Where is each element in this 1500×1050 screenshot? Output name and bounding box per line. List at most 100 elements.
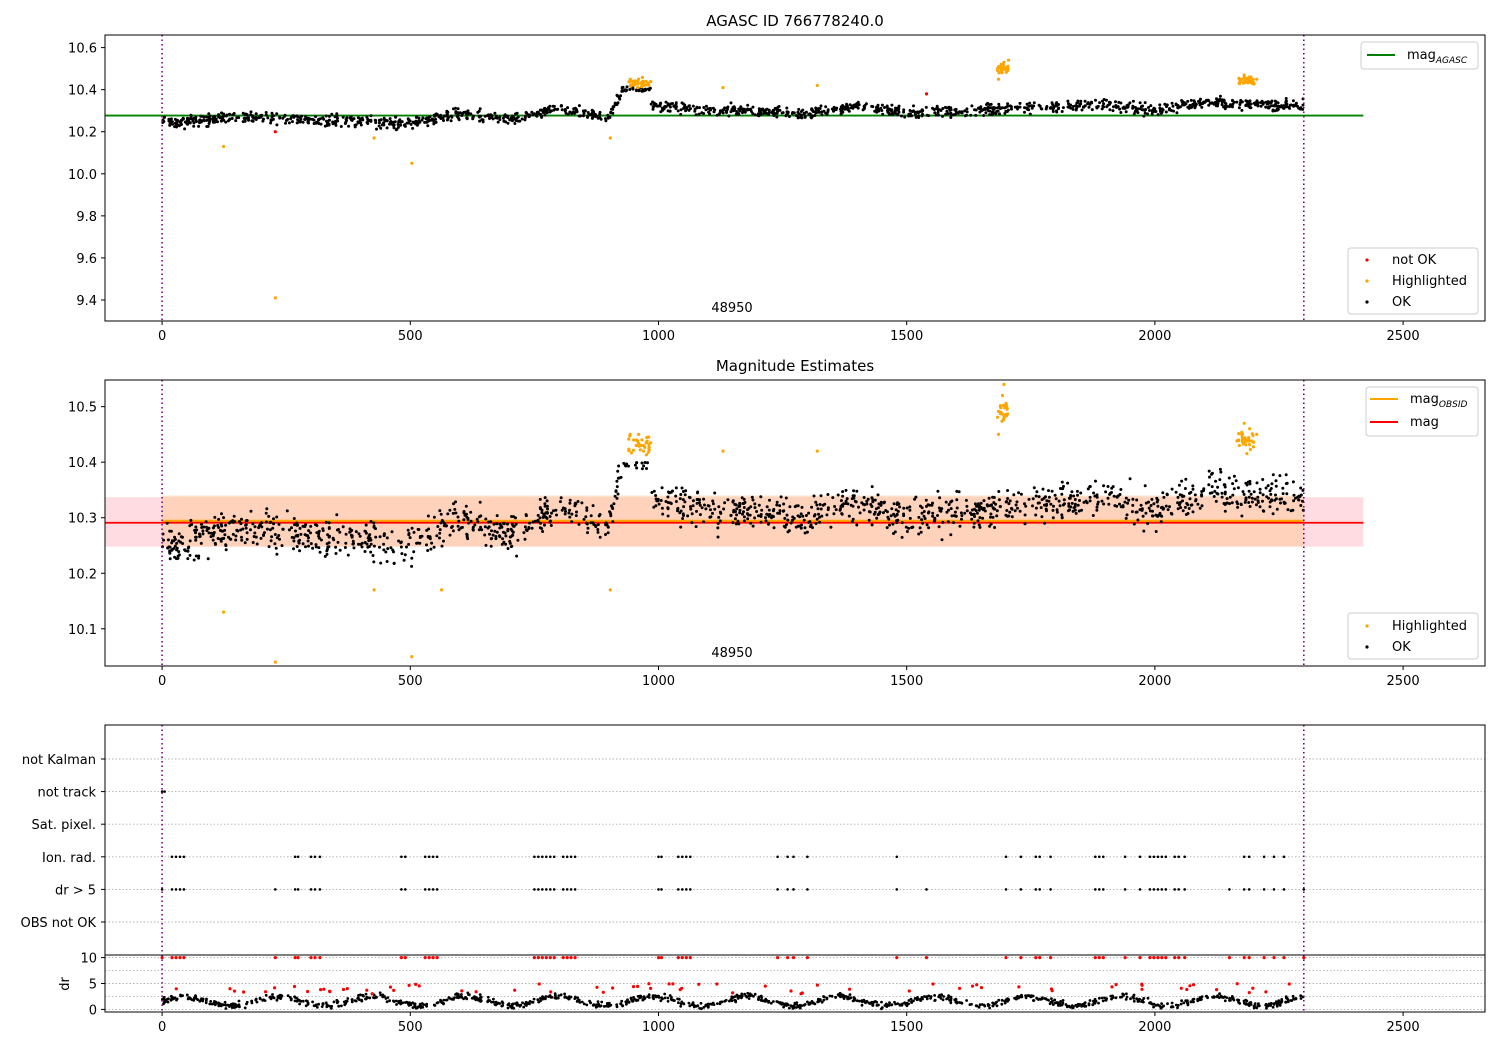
ok-point — [434, 117, 438, 121]
ok-point — [1151, 514, 1155, 518]
ok-point — [1189, 490, 1193, 494]
dr-point — [201, 999, 205, 1003]
dr-point — [958, 1001, 961, 1004]
ok-point — [1234, 479, 1238, 483]
ok-point — [317, 532, 321, 536]
dr-point — [234, 1005, 238, 1009]
ok-point — [1143, 101, 1147, 105]
ok-point — [732, 510, 736, 514]
ok-point — [1090, 101, 1094, 105]
dr-point — [223, 1003, 227, 1007]
ok-point — [271, 526, 275, 530]
ok-point — [865, 502, 869, 506]
flag-point — [435, 855, 439, 859]
ok-point — [1049, 502, 1053, 506]
flag-point — [806, 855, 809, 859]
ok-point — [668, 501, 672, 505]
dr-flagged-point — [697, 982, 701, 986]
ok-point — [560, 108, 564, 112]
ok-point — [914, 495, 918, 499]
ok-point — [410, 526, 414, 530]
ok-point — [190, 523, 194, 526]
ok-point — [1291, 480, 1295, 484]
ok-point — [1079, 99, 1083, 103]
y-tick-label: 10.2 — [68, 567, 97, 582]
highlighted-point — [815, 83, 819, 88]
legend-box — [1347, 247, 1479, 315]
dr-point — [227, 1005, 231, 1008]
ok-point — [284, 121, 287, 125]
flag-point — [565, 855, 569, 859]
dr-point — [236, 1005, 240, 1008]
ok-point — [444, 114, 448, 118]
dr-point — [676, 997, 679, 1001]
ok-point — [471, 528, 475, 532]
ok-point — [508, 539, 512, 543]
dr-point — [350, 998, 354, 1001]
ok-point — [803, 526, 807, 530]
ok-point — [979, 501, 983, 505]
ok-point — [643, 461, 647, 464]
ok-point — [1301, 488, 1305, 492]
dr-point — [1186, 1002, 1190, 1006]
ok-point — [785, 106, 789, 110]
dr-point — [366, 996, 369, 1000]
dr-point — [576, 996, 580, 1000]
ok-point — [1000, 106, 1004, 110]
ok-point — [272, 522, 276, 526]
ok-point — [195, 528, 199, 532]
ok-point — [694, 525, 698, 529]
ok-point — [326, 121, 329, 125]
ok-point — [550, 511, 553, 515]
dr-point — [165, 998, 169, 1001]
ok-point — [659, 110, 663, 114]
dr-point — [696, 1004, 700, 1008]
ok-point — [674, 494, 678, 498]
flag-point — [1034, 855, 1038, 859]
ok-point — [771, 109, 775, 113]
ok-point — [382, 548, 386, 552]
highlighted-point — [1242, 421, 1246, 425]
dr-flagged-point — [656, 956, 661, 960]
dr-point — [289, 998, 293, 1002]
flag-point — [1138, 888, 1142, 891]
ok-point — [742, 497, 746, 501]
dr-point — [820, 1000, 824, 1004]
ok-point — [907, 526, 911, 530]
dr-point — [757, 998, 760, 1001]
dr-flagged-point — [1242, 956, 1246, 960]
ok-point — [220, 512, 223, 516]
ok-point — [221, 529, 225, 533]
ok-point — [439, 117, 443, 120]
ok-point — [941, 107, 945, 110]
dr-point — [858, 999, 861, 1003]
dr-point — [888, 1001, 891, 1005]
ok-point — [515, 111, 519, 115]
ok-point — [876, 105, 880, 109]
dr-point — [1132, 999, 1136, 1003]
ok-point — [176, 118, 180, 122]
ok-point — [913, 497, 917, 501]
ok-point — [796, 514, 800, 518]
ok-point — [552, 108, 556, 112]
ok-point — [1069, 106, 1073, 110]
dr-point — [1142, 997, 1146, 1000]
ok-point — [1102, 484, 1106, 488]
ok-point — [454, 111, 458, 115]
dr-point — [615, 1003, 619, 1007]
agasc-panel-y-ticks: 9.49.69.810.010.210.410.6 — [68, 42, 105, 309]
ok-point — [1067, 102, 1070, 106]
ok-point — [351, 539, 355, 543]
ok-point — [1170, 101, 1174, 105]
dr-point — [1135, 997, 1138, 1001]
flag-point — [174, 855, 178, 859]
ok-point — [477, 515, 481, 519]
dr-flagged-point — [786, 956, 790, 960]
ok-point — [894, 106, 897, 110]
dr-point — [905, 1004, 909, 1008]
dr-point — [746, 991, 750, 995]
ok-point — [1136, 107, 1140, 111]
ok-point — [206, 124, 210, 128]
flag-point — [274, 888, 277, 891]
